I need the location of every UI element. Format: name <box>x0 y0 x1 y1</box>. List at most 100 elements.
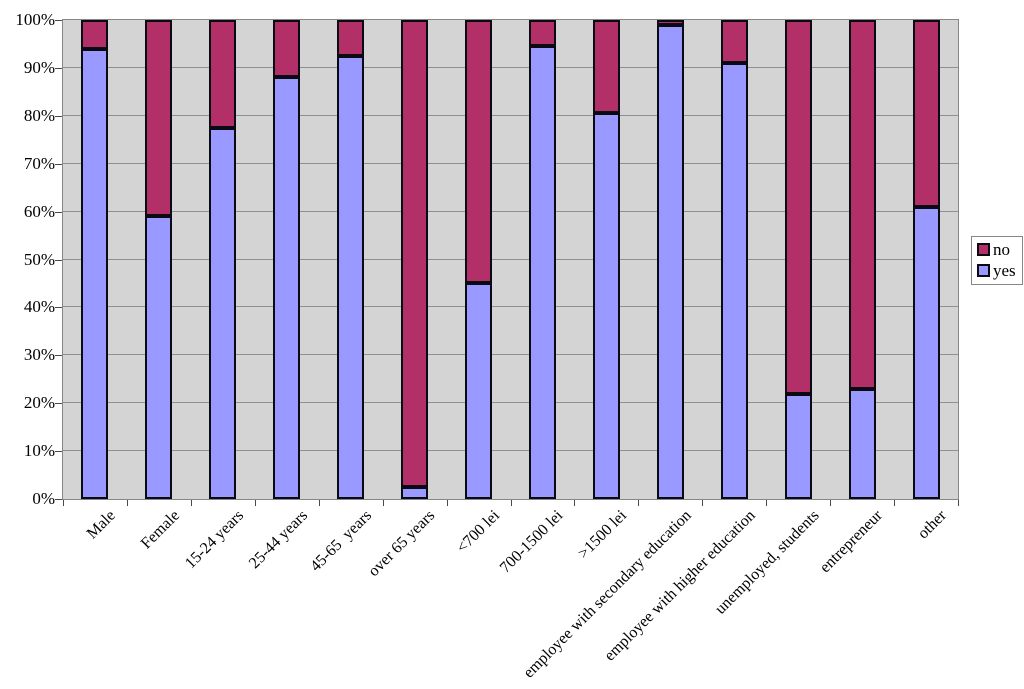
y-tick <box>55 403 62 405</box>
segment-no-female <box>145 20 173 217</box>
x-tick <box>574 500 576 506</box>
x-axis-label-female: Female <box>137 507 183 553</box>
segment-yes-unemployed-students <box>784 393 812 499</box>
y-tick <box>55 115 62 117</box>
x-axis-label-700-lei: <700 lei <box>453 507 503 557</box>
segment-no-1500-lei <box>592 20 620 114</box>
x-axis-label-45-65-years: 45-65 years <box>306 507 375 575</box>
x-axis-label-15-24-years: 15-24 years <box>181 507 247 573</box>
x-tick <box>830 500 832 506</box>
bar-25-44-years <box>273 20 301 499</box>
bar-employee-with-higher-education <box>720 20 748 499</box>
legend: no yes <box>971 236 1023 285</box>
x-tick <box>318 500 320 506</box>
y-axis-label-60: 60% <box>23 201 55 221</box>
x-tick <box>638 500 640 506</box>
gridline-60 <box>63 210 958 212</box>
x-tick <box>894 500 896 506</box>
legend-label-no: no <box>993 240 1010 259</box>
segment-yes-over-65-years <box>401 487 429 499</box>
bar-700-1500-lei <box>528 20 556 499</box>
segment-no-male <box>81 20 109 49</box>
segment-no-15-24-years <box>209 20 237 128</box>
legend-entry-no: no <box>977 240 1016 259</box>
segment-no-employee-with-secondary-education <box>656 20 684 25</box>
gridline-80 <box>63 114 958 116</box>
y-tick <box>55 20 62 21</box>
x-axis-label-entrepreneur: entrepreneur <box>816 507 887 577</box>
gridline-70 <box>63 162 958 164</box>
segment-no-employee-with-higher-education <box>720 20 748 64</box>
bar-employee-with-secondary-education <box>656 20 684 499</box>
y-axis-label-70: 70% <box>23 153 55 173</box>
gridline-20 <box>63 402 958 404</box>
y-tick <box>55 451 62 453</box>
segment-no-entrepreneur <box>848 20 876 389</box>
bar-male <box>81 20 109 499</box>
segment-yes-25-44-years <box>273 77 301 499</box>
y-tick <box>55 355 62 357</box>
y-axis-label-40: 40% <box>23 297 55 317</box>
segment-yes-15-24-years <box>209 127 237 499</box>
bar-15-24-years <box>209 20 237 499</box>
y-axis-label-50: 50% <box>23 249 55 269</box>
bar-1500-lei <box>592 20 620 499</box>
gridline-40 <box>63 306 958 308</box>
x-tick <box>958 500 959 506</box>
y-axis-label-10: 10% <box>23 441 55 461</box>
x-tick <box>382 500 384 506</box>
legend-entry-yes: yes <box>977 261 1016 280</box>
segment-no-45-65-years <box>337 20 365 56</box>
segment-yes-employee-with-higher-education <box>720 63 748 499</box>
x-tick <box>63 500 64 506</box>
segment-no-other <box>912 20 940 207</box>
segment-yes-45-65-years <box>337 55 365 499</box>
segment-yes-700-1500-lei <box>528 46 556 499</box>
y-axis-label-80: 80% <box>23 105 55 125</box>
legend-label-yes: yes <box>993 261 1016 280</box>
gridline-10 <box>63 450 958 452</box>
bar-female <box>145 20 173 499</box>
segment-yes-700-lei <box>465 283 493 499</box>
x-axis-label-1500-lei: >1500 lei <box>575 507 631 563</box>
segment-yes-entrepreneur <box>848 388 876 499</box>
y-axis-label-90: 90% <box>23 57 55 77</box>
x-axis-label-male: Male <box>83 507 119 543</box>
y-axis-label-100: 100% <box>15 10 55 29</box>
y-axis-label-30: 30% <box>23 345 55 365</box>
y-axis-label-20: 20% <box>23 393 55 413</box>
x-tick <box>190 500 192 506</box>
x-tick <box>446 500 448 506</box>
y-tick <box>55 211 62 213</box>
segment-yes-other <box>912 206 940 499</box>
x-tick <box>510 500 512 506</box>
bar-other <box>912 20 940 499</box>
y-tick <box>55 67 62 69</box>
y-tick <box>55 259 62 261</box>
segment-no-25-44-years <box>273 20 301 78</box>
x-tick <box>766 500 768 506</box>
y-tick <box>55 499 62 500</box>
segment-yes-employee-with-secondary-education <box>656 24 684 499</box>
x-tick <box>702 500 704 506</box>
x-axis-label-700-1500-lei: 700-1500 lei <box>496 507 567 577</box>
bar-45-65-years <box>337 20 365 499</box>
legend-swatch-yes <box>977 264 990 277</box>
legend-swatch-no <box>977 243 990 256</box>
x-tick <box>254 500 256 506</box>
segment-no-over-65-years <box>401 20 429 488</box>
segment-no-700-lei <box>465 20 493 284</box>
segment-yes-female <box>145 216 173 499</box>
bar-over-65-years <box>401 20 429 499</box>
gridline-90 <box>63 66 958 68</box>
y-tick <box>55 307 62 309</box>
segment-yes-1500-lei <box>592 113 620 499</box>
segment-no-700-1500-lei <box>528 20 556 47</box>
x-tick <box>126 500 128 506</box>
gridline-30 <box>63 354 958 356</box>
plot-area <box>62 19 959 500</box>
segment-no-unemployed-students <box>784 20 812 394</box>
bar-unemployed-students <box>784 20 812 499</box>
x-axis-label-other: other <box>914 507 951 543</box>
